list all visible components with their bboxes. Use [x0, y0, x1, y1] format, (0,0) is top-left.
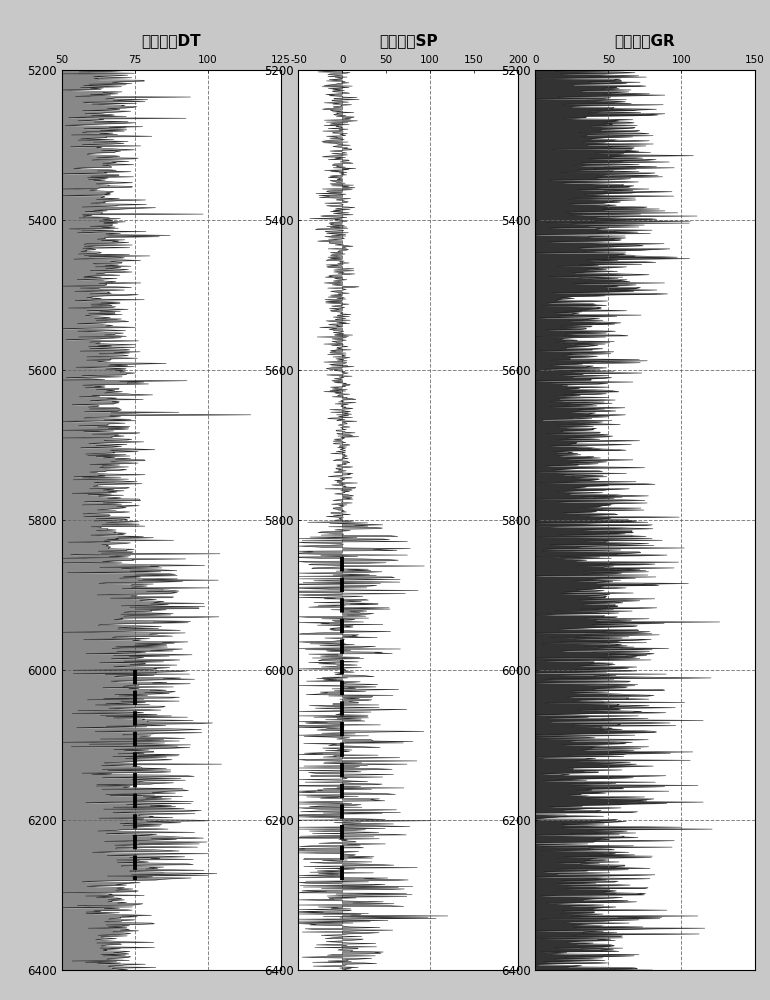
Title: 自然伽马GR: 自然伽马GR [614, 33, 675, 48]
Title: 声波时巪DT: 声波时巪DT [142, 33, 201, 48]
Title: 自然电位SP: 自然电位SP [379, 33, 437, 48]
